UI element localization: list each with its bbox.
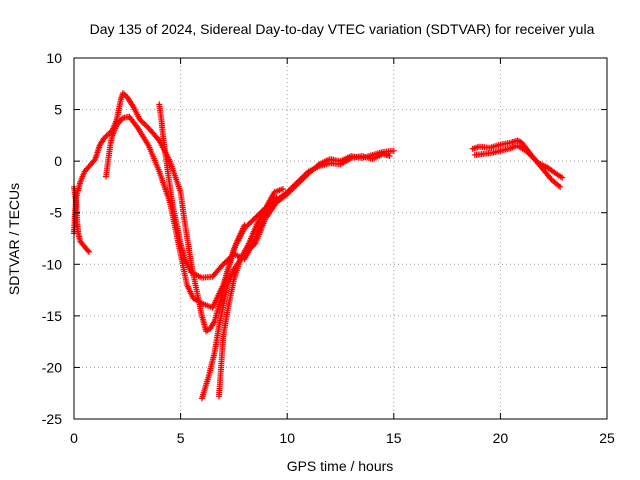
- y-tick-label: -10: [42, 256, 62, 272]
- y-axis-label: SDTVAR / TECUs: [6, 183, 22, 295]
- data-point: [557, 183, 564, 190]
- plot-frame: [73, 57, 608, 420]
- data-layer: [71, 90, 566, 402]
- series-track-2: [71, 90, 248, 335]
- data-point: [314, 162, 321, 169]
- chart-title: Day 135 of 2024, Sidereal Day-to-day VTE…: [90, 21, 595, 37]
- y-tick-label: -5: [50, 205, 63, 221]
- data-point: [559, 174, 566, 181]
- y-tick-label: 0: [54, 153, 62, 169]
- data-point: [85, 248, 92, 255]
- series-track-8: [471, 142, 566, 181]
- data-point: [279, 185, 286, 192]
- data-point: [84, 247, 91, 254]
- x-axis-label: GPS time / hours: [287, 458, 394, 474]
- x-tick-label: 20: [493, 430, 509, 446]
- grid: [74, 58, 607, 419]
- x-tick-label: 10: [279, 430, 295, 446]
- y-tick-label: 10: [46, 50, 62, 66]
- data-point: [250, 241, 257, 248]
- ticks: 0 5 10 15 20 25 -25 -20 -15 -10 -5 0 5 10: [42, 50, 615, 446]
- x-tick-label: 25: [599, 430, 615, 446]
- series-track-5: [198, 147, 397, 402]
- series-track-6: [215, 185, 286, 400]
- y-tick-label: 5: [54, 102, 62, 118]
- y-tick-label: -25: [42, 411, 62, 427]
- x-tick-label: 15: [386, 430, 402, 446]
- y-tick-label: -15: [42, 308, 62, 324]
- series-track-3: [102, 113, 280, 311]
- x-tick-label: 5: [177, 430, 185, 446]
- data-point: [386, 152, 393, 159]
- y-tick-label: -20: [42, 359, 62, 375]
- data-point: [155, 136, 162, 143]
- data-point: [390, 147, 397, 154]
- x-tick-label: 0: [70, 430, 78, 446]
